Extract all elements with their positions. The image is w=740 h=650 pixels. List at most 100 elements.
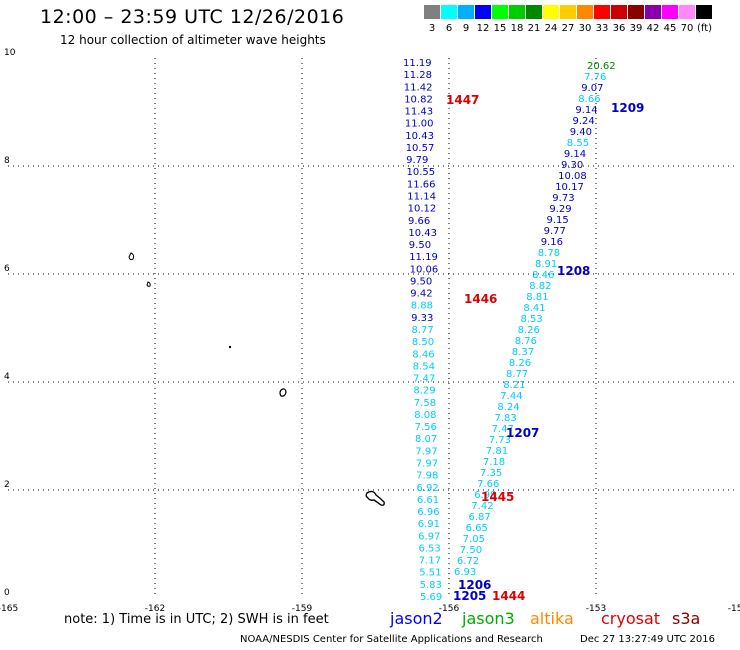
wave-height-label: 10.17: [555, 182, 584, 193]
scale-label: 45: [663, 23, 677, 34]
scale-swatch: [577, 5, 593, 19]
wave-height-label: 6.96: [417, 507, 439, 518]
x-tick-label: -159: [292, 604, 313, 614]
island-outline: [365, 490, 385, 506]
wave-height-label: 8.29: [413, 386, 435, 397]
wave-height-label: 8.46: [412, 349, 434, 360]
island-outlines: [128, 252, 385, 506]
wave-height-label: 6.65: [466, 523, 488, 534]
wave-height-label: 11.28: [403, 70, 432, 81]
satellite-legend-item: altika: [530, 609, 574, 628]
wave-height-label: 5.69: [420, 592, 442, 603]
scale-label: 21: [527, 23, 541, 34]
wave-height-label: 9.50: [409, 240, 431, 251]
wave-height-labels: 11.1911.2811.4210.8211.4311.0010.4310.57…: [403, 58, 644, 603]
page-title: 12:00 – 23:59 UTC 12/26/2016: [40, 6, 345, 28]
wave-height-label: 11.14: [407, 192, 436, 203]
wave-height-label: 9.24: [573, 116, 595, 127]
wave-height-label: 10.55: [407, 167, 436, 178]
scale-label: 70: [680, 23, 694, 34]
wave-height-label: 7.05: [463, 534, 485, 545]
wave-height-label: 6.72: [457, 556, 479, 567]
wave-height-label: 8.41: [523, 303, 545, 314]
wave-height-label: 6.98: [474, 490, 496, 501]
island-outline: [146, 281, 151, 287]
scale-swatch: [424, 5, 440, 19]
wave-height-label: 9.14: [575, 105, 597, 116]
wave-height-label: 8.07: [415, 434, 437, 445]
scale-swatch: [679, 5, 695, 19]
wave-height-label: 7.42: [471, 501, 493, 512]
wave-height-label: 8.78: [538, 248, 560, 259]
scale-swatch: [594, 5, 610, 19]
wave-height-label: 7.56: [415, 422, 437, 433]
scale-swatch: [696, 5, 712, 19]
wave-height-label: 10.06: [410, 264, 439, 275]
wave-height-label: 7.47: [492, 424, 514, 435]
wave-height-label: 7.81: [486, 446, 508, 457]
wave-height-label: 9.42: [410, 289, 432, 300]
wave-height-label: 6.93: [454, 567, 476, 578]
wave-height-label: 8.37: [512, 347, 534, 358]
scale-swatch: [475, 5, 491, 19]
wave-height-label: 9.15: [547, 215, 569, 226]
y-tick-label: 10: [4, 48, 16, 58]
scale-swatch: [492, 5, 508, 19]
pass-time-label: 1208: [557, 264, 590, 278]
scale-label: 27: [561, 23, 575, 34]
pass-time-label: 1205: [453, 589, 486, 603]
wave-height-label: 8.50: [412, 337, 434, 348]
scale-label: 39: [629, 23, 643, 34]
x-tick-label: -156: [439, 604, 460, 614]
pass-time-label: 1447: [446, 93, 479, 107]
wave-height-label: 5.51: [419, 568, 441, 579]
footnote: note: 1) Time is in UTC; 2) SWH is in fe…: [64, 612, 329, 627]
scale-swatch: [543, 5, 559, 19]
wave-height-label: 9.40: [570, 127, 592, 138]
pass-time-label: 1446: [464, 292, 497, 306]
wave-height-label: 8.66: [578, 94, 600, 105]
wave-height-label: 7.35: [480, 468, 502, 479]
wave-height-label: 6.87: [469, 512, 491, 523]
wave-height-label: 7.83: [495, 413, 517, 424]
wave-height-label: 7.44: [500, 391, 522, 402]
scale-swatch: [526, 5, 542, 19]
x-tick-label: -153: [586, 604, 606, 614]
wave-height-label: 11.00: [405, 119, 434, 130]
wave-height-label: 6.61: [417, 495, 439, 506]
wave-height-label: 11.42: [404, 82, 433, 93]
wave-height-label: 7.47: [413, 374, 435, 385]
wave-height-label: 5.83: [420, 580, 442, 591]
wave-height-label: 9.77: [544, 226, 566, 237]
y-tick-label: 8: [4, 156, 10, 166]
wave-height-label: 10.82: [404, 94, 433, 105]
wave-height-label: 8.26: [518, 325, 540, 336]
wave-height-label: 9.50: [410, 277, 432, 288]
generated-timestamp: Dec 27 13:27:49 UTC 2016: [580, 634, 715, 645]
wave-height-label: 7.73: [489, 435, 511, 446]
wave-height-label: 8.76: [515, 336, 537, 347]
wave-height-label: 20.62: [587, 61, 616, 72]
wave-height-label: 8.77: [412, 325, 434, 336]
island-outline: [128, 252, 135, 261]
wave-height-label: 8.55: [567, 138, 589, 149]
scale-label: 33: [595, 23, 609, 34]
wave-height-label: 7.98: [416, 471, 438, 482]
scale-swatch: [560, 5, 576, 19]
wave-height-label: 9.07: [581, 83, 603, 94]
scale-swatch: [662, 5, 678, 19]
wave-height-label: 6.97: [418, 531, 440, 542]
scale-label: 18: [510, 23, 524, 34]
wave-height-label: 11.19: [403, 58, 432, 69]
scale-swatch: [458, 5, 474, 19]
wave-height-label: 10.43: [408, 228, 437, 239]
pass-time-label: 1207: [506, 426, 539, 440]
map-grid: -165 -162 -159 -156 -153 -150 0 2 4 6 8 10: [0, 48, 740, 614]
wave-height-label: 11.43: [405, 107, 434, 118]
wave-height-label: 7.97: [416, 459, 438, 470]
wave-height-label: 6.92: [417, 483, 439, 494]
wave-height-label: 9.29: [549, 204, 571, 215]
y-tick-label: 4: [4, 372, 10, 382]
scale-label: 42: [646, 23, 660, 34]
wave-height-label: 8.91: [535, 259, 557, 270]
